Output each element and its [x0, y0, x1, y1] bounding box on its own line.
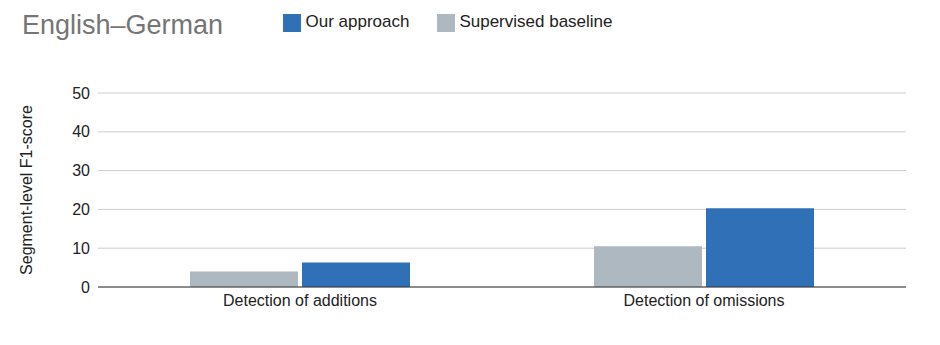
svg-text:40: 40 — [72, 123, 90, 140]
html-text:Our approach: Our approach — [305, 12, 410, 31]
html-text:Supervised baseline: Supervised baseline — [459, 12, 613, 31]
svg-text:30: 30 — [72, 162, 90, 179]
svg-text:50: 50 — [72, 85, 90, 102]
html-text:English–German: English–German — [22, 10, 224, 40]
svg-text:Segment-level F1-score: Segment-level F1-score — [18, 105, 35, 275]
svg-text:0: 0 — [81, 279, 90, 296]
svg-text:Detection of additions: Detection of additions — [223, 292, 377, 309]
svg-text:Detection of omissions: Detection of omissions — [624, 292, 785, 309]
svg-text:20: 20 — [72, 201, 90, 218]
svg-text:10: 10 — [72, 240, 90, 257]
